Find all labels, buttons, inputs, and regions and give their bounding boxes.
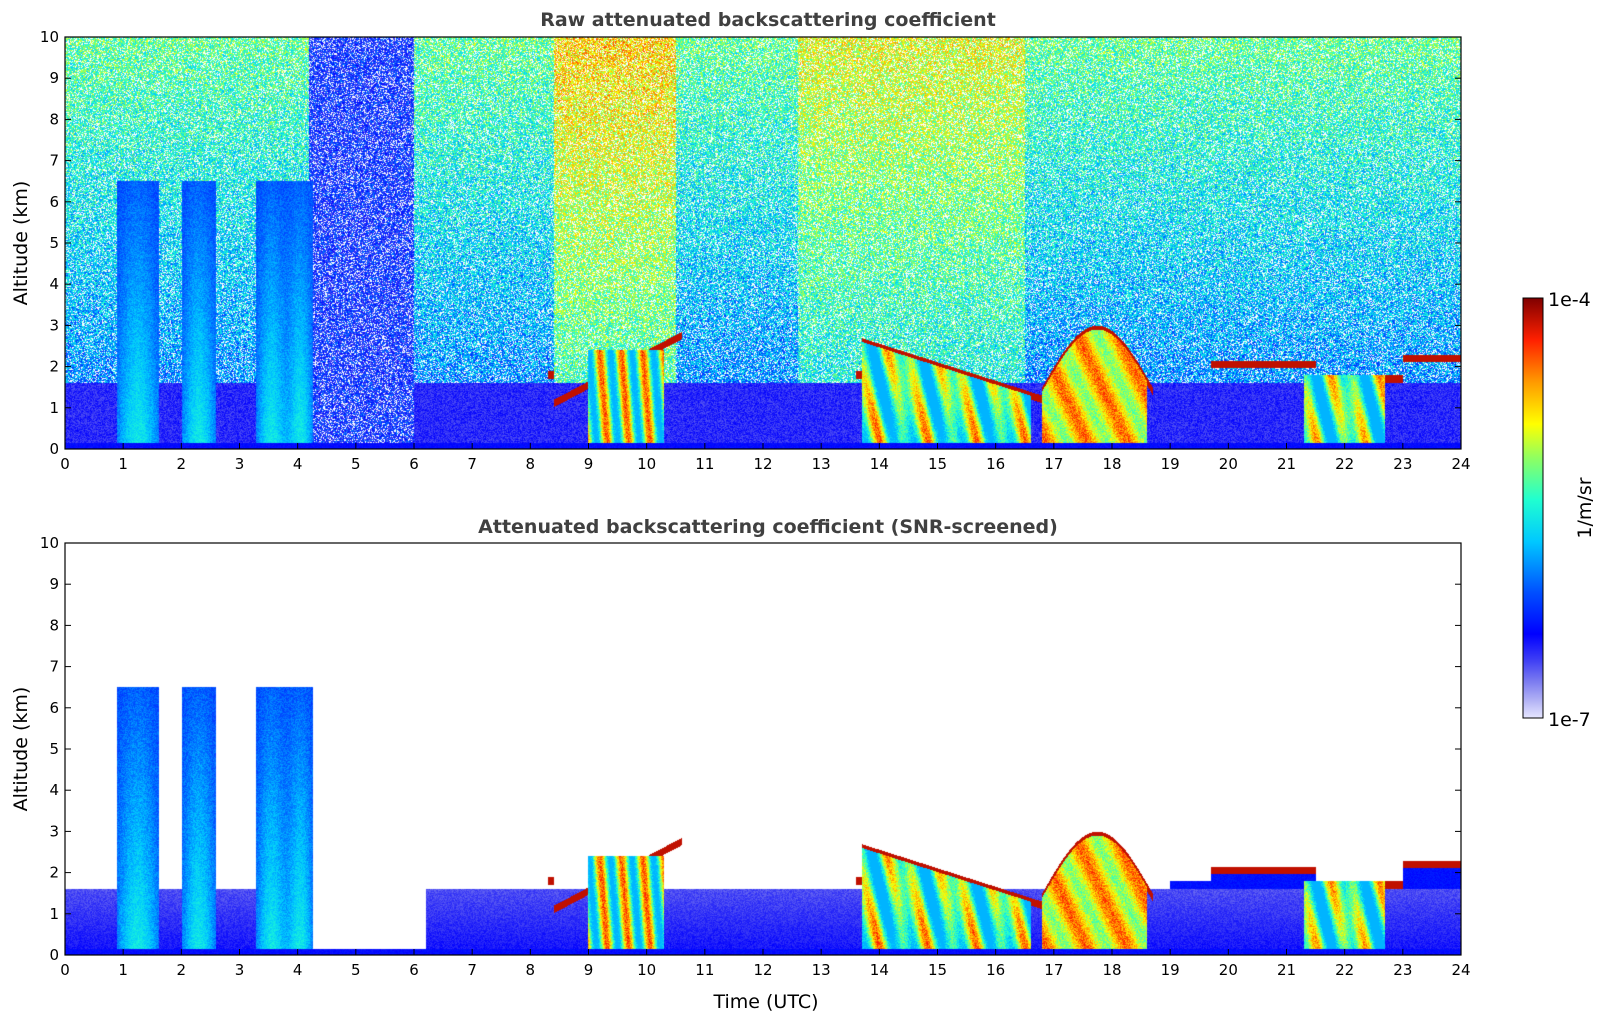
x-tick-label: 14	[870, 961, 889, 979]
y-tick-label: 9	[49, 69, 59, 87]
x-tick-label: 22	[1335, 961, 1354, 979]
x-tick-label: 3	[235, 961, 245, 979]
x-tick-label: 24	[1451, 455, 1470, 473]
x-tick-label: 19	[1161, 961, 1180, 979]
y-tick-label: 1	[49, 905, 59, 923]
x-axis-title: Time (UTC)	[712, 991, 818, 1013]
x-tick-label: 4	[293, 961, 303, 979]
x-tick-label: 8	[526, 455, 536, 473]
screened-backscatter-panel: Attenuated backscattering coefficient (S…	[10, 516, 1471, 1013]
y-tick-label: 10	[40, 534, 59, 552]
y-tick-label: 6	[49, 193, 59, 211]
heatmap-image	[65, 543, 1461, 955]
x-tick-label: 3	[235, 455, 245, 473]
x-tick-label: 11	[695, 961, 714, 979]
x-tick-label: 2	[177, 961, 187, 979]
x-tick-label: 8	[526, 961, 536, 979]
x-tick-label: 20	[1219, 455, 1238, 473]
y-tick-label: 9	[49, 575, 59, 593]
x-tick-label: 12	[753, 961, 772, 979]
y-tick-label: 7	[49, 658, 59, 676]
x-tick-label: 23	[1393, 455, 1412, 473]
heatmap-image	[65, 37, 1461, 449]
x-tick-label: 13	[812, 961, 831, 979]
x-tick-label: 10	[637, 961, 656, 979]
x-tick-label: 7	[467, 961, 477, 979]
x-tick-label: 7	[467, 455, 477, 473]
x-tick-label: 14	[870, 455, 889, 473]
colorbar-max-label: 1e-4	[1548, 289, 1591, 311]
x-tick-label: 19	[1161, 455, 1180, 473]
x-tick-label: 16	[986, 455, 1005, 473]
x-tick-label: 2	[177, 455, 187, 473]
x-tick-label: 0	[60, 455, 70, 473]
screened-heatmap	[65, 543, 1461, 955]
x-tick-label: 1	[118, 961, 128, 979]
colorbar-gradient	[1522, 297, 1544, 719]
x-tick-label: 9	[584, 455, 594, 473]
raw-panel-title: Raw attenuated backscattering coefficien…	[540, 9, 996, 31]
x-tick-label: 6	[409, 455, 419, 473]
x-tick-label: 5	[351, 455, 361, 473]
screened-y-axis: 0 1 2 3 4 5 6 7 8 9 10	[40, 534, 1461, 964]
colorbar-unit-label: 1/m/sr	[1574, 477, 1596, 538]
raw-backscatter-panel: Raw attenuated backscattering coefficien…	[10, 9, 1471, 473]
x-tick-label: 22	[1335, 455, 1354, 473]
x-tick-label: 1	[118, 455, 128, 473]
x-tick-label: 17	[1044, 455, 1063, 473]
y-tick-label: 1	[49, 399, 59, 417]
y-tick-label: 5	[49, 740, 59, 758]
colorbar: 1e-4 1e-7 1/m/sr	[1522, 289, 1596, 731]
y-tick-label: 5	[49, 234, 59, 252]
y-tick-label: 8	[49, 110, 59, 128]
x-tick-label: 12	[753, 455, 772, 473]
y-tick-label: 0	[49, 440, 59, 458]
x-tick-label: 20	[1219, 961, 1238, 979]
x-tick-label: 15	[928, 961, 947, 979]
y-tick-label: 6	[49, 699, 59, 717]
raw-x-axis: 0 1 2 3 4 5 6 7 8 9 10 11 12 13 14 15 16 17 18 19 20 21 22 23 24	[60, 443, 1471, 473]
x-tick-label: 0	[60, 961, 70, 979]
x-tick-label: 23	[1393, 961, 1412, 979]
y-tick-label: 3	[49, 316, 59, 334]
colorbar-min-label: 1e-7	[1548, 709, 1591, 731]
x-tick-label: 18	[1102, 961, 1121, 979]
y-tick-label: 3	[49, 822, 59, 840]
x-tick-label: 24	[1451, 961, 1470, 979]
y-tick-label: 10	[40, 28, 59, 46]
x-tick-label: 18	[1102, 455, 1121, 473]
x-tick-label: 21	[1277, 961, 1296, 979]
raw-y-axis-title: Altitude (km)	[10, 181, 32, 306]
x-tick-label: 16	[986, 961, 1005, 979]
raw-y-axis: 0 1 2 3 4 5 6 7 8 9 10	[40, 28, 1461, 458]
x-tick-label: 4	[293, 455, 303, 473]
screened-panel-title: Attenuated backscattering coefficient (S…	[478, 516, 1058, 538]
x-tick-label: 17	[1044, 961, 1063, 979]
x-tick-label: 13	[812, 455, 831, 473]
x-tick-label: 15	[928, 455, 947, 473]
x-tick-label: 5	[351, 961, 361, 979]
x-tick-label: 21	[1277, 455, 1296, 473]
y-tick-label: 4	[49, 781, 59, 799]
x-tick-label: 11	[695, 455, 714, 473]
y-tick-label: 2	[49, 864, 59, 882]
screened-x-axis: 0 1 2 3 4 5 6 7 8 9 10 11 12 13 14 15 16 17 18 19 20 21 22 23 24	[60, 949, 1471, 979]
y-tick-label: 4	[49, 275, 59, 293]
screened-y-axis-title: Altitude (km)	[10, 687, 32, 812]
y-tick-label: 7	[49, 152, 59, 170]
x-tick-label: 10	[637, 455, 656, 473]
y-tick-label: 8	[49, 616, 59, 634]
y-tick-label: 2	[49, 358, 59, 376]
x-tick-label: 9	[584, 961, 594, 979]
raw-heatmap	[65, 37, 1461, 449]
y-tick-label: 0	[49, 946, 59, 964]
x-tick-label: 6	[409, 961, 419, 979]
